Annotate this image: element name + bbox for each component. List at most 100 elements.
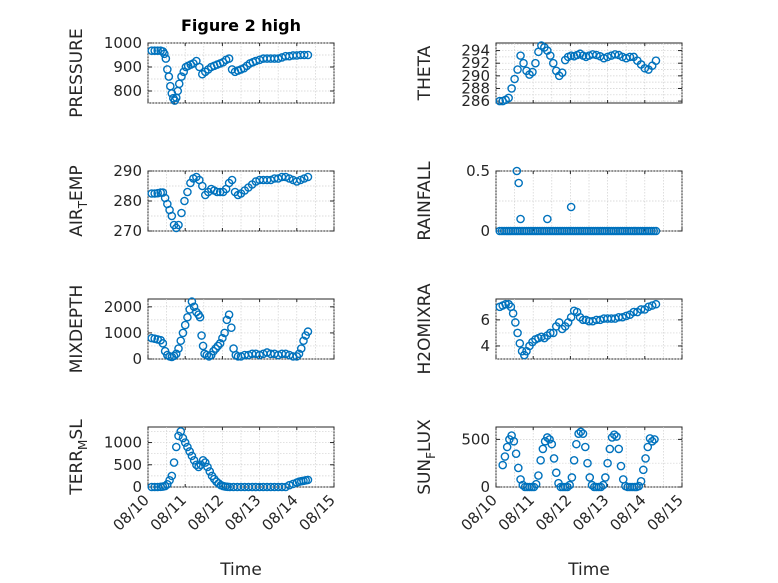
data-point bbox=[183, 442, 192, 452]
data-point bbox=[629, 307, 638, 317]
data-point bbox=[167, 471, 177, 481]
data-point bbox=[205, 467, 215, 476]
data-point bbox=[255, 350, 264, 360]
data-point bbox=[618, 312, 627, 322]
x-tick-label: 08/11 bbox=[147, 491, 190, 534]
data-point bbox=[531, 58, 540, 68]
data-point bbox=[495, 96, 505, 106]
y-axis-label: H2OMIXRA bbox=[415, 283, 435, 374]
data-point bbox=[515, 339, 525, 348]
data-point bbox=[500, 452, 510, 461]
data-point bbox=[227, 175, 237, 185]
data-point bbox=[557, 68, 567, 77]
data-point bbox=[640, 63, 650, 73]
data-point bbox=[592, 50, 601, 60]
y-tick-label: 270 bbox=[113, 222, 142, 240]
y-tick-label: 800 bbox=[113, 82, 142, 100]
data-point bbox=[299, 50, 309, 60]
data-point bbox=[299, 336, 308, 346]
y-tick-label: 290 bbox=[113, 162, 142, 180]
data-point bbox=[224, 310, 234, 319]
data-point bbox=[647, 301, 657, 310]
data-point bbox=[531, 479, 541, 489]
data-point bbox=[180, 438, 190, 447]
data-point bbox=[198, 181, 207, 191]
data-point bbox=[650, 435, 659, 444]
data-point bbox=[599, 53, 609, 63]
data-point bbox=[147, 46, 157, 55]
data-point bbox=[251, 56, 261, 66]
y-tick-label: 1000 bbox=[104, 324, 142, 342]
data-point bbox=[578, 429, 588, 438]
data-point bbox=[548, 58, 558, 68]
data-point bbox=[610, 50, 620, 59]
data-point bbox=[578, 315, 588, 325]
data-point bbox=[641, 454, 650, 463]
data-point bbox=[516, 51, 525, 60]
data-point bbox=[513, 65, 522, 74]
data-point bbox=[194, 462, 203, 472]
data-point bbox=[227, 323, 236, 332]
data-point bbox=[583, 458, 592, 468]
data-point bbox=[636, 476, 646, 486]
data-point bbox=[546, 51, 555, 60]
data-point bbox=[189, 302, 199, 312]
data-point bbox=[511, 449, 521, 458]
data-point bbox=[187, 451, 197, 461]
y-tick-label: 0 bbox=[132, 350, 142, 368]
y-tick-label: 0 bbox=[132, 478, 142, 496]
y-axis-label: TERRMSL bbox=[67, 419, 90, 496]
data-point bbox=[176, 336, 186, 346]
subplot-5: 0 1000 2000 MIXDEPTH bbox=[67, 285, 335, 373]
x-tick-label: 08/12 bbox=[532, 491, 575, 534]
data-point bbox=[192, 460, 201, 470]
data-point bbox=[160, 481, 170, 491]
data-point bbox=[510, 74, 519, 84]
data-point bbox=[285, 480, 294, 490]
data-point bbox=[147, 189, 157, 198]
data-point bbox=[203, 462, 212, 472]
data-point bbox=[158, 339, 168, 348]
y-tick-label: 286 bbox=[461, 92, 490, 110]
data-point bbox=[177, 72, 186, 81]
data-point bbox=[603, 458, 612, 468]
data-point bbox=[171, 442, 181, 452]
data-point bbox=[303, 50, 313, 60]
x-tick-label: 08/10 bbox=[110, 491, 153, 534]
x-axis-label: Time bbox=[219, 560, 262, 580]
data-point bbox=[519, 58, 528, 68]
data-point bbox=[222, 315, 232, 325]
data-point bbox=[180, 196, 189, 206]
data-point bbox=[585, 473, 595, 482]
data-point bbox=[644, 302, 653, 312]
data-point bbox=[507, 84, 516, 93]
x-tick-label: 08/15 bbox=[644, 491, 687, 534]
data-point bbox=[545, 435, 554, 444]
data-point bbox=[197, 331, 206, 340]
data-point bbox=[161, 54, 171, 63]
y-tick-label: 500 bbox=[113, 456, 142, 474]
data-point bbox=[566, 202, 576, 212]
y-tick-label: 280 bbox=[113, 192, 142, 210]
y-axis-label: THETA bbox=[415, 45, 435, 101]
subplot-1: 800 900 1000 PRESSURE Figure 2 high bbox=[67, 16, 335, 118]
data-point bbox=[296, 344, 306, 353]
x-tick-label: 08/13 bbox=[569, 491, 612, 534]
data-point bbox=[651, 299, 661, 309]
y-tick-label: 900 bbox=[113, 58, 142, 76]
data-point bbox=[647, 436, 657, 446]
x-axis-label: Time bbox=[567, 560, 610, 580]
data-point bbox=[612, 432, 621, 441]
data-point bbox=[569, 456, 579, 465]
data-point bbox=[294, 349, 304, 359]
data-point bbox=[538, 444, 548, 454]
data-point bbox=[220, 328, 229, 338]
data-point bbox=[200, 458, 210, 467]
data-point bbox=[504, 93, 513, 103]
data-point bbox=[567, 473, 577, 482]
y-axis-label: RAINFALL bbox=[415, 161, 435, 241]
data-point bbox=[598, 480, 608, 490]
y-tick-label: 4 bbox=[480, 337, 490, 355]
